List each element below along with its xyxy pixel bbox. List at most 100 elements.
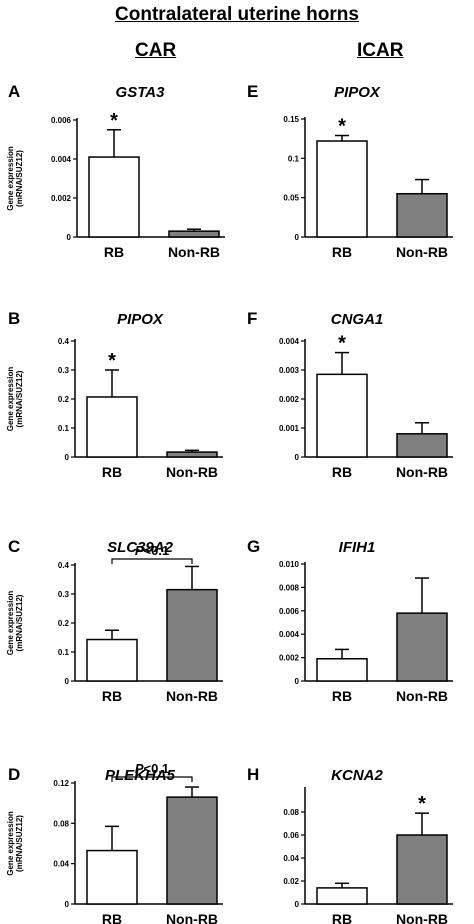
panel-d-bracket	[111, 776, 193, 782]
panel-d-ytick-label: 0.04	[53, 860, 69, 869]
panel-e-ytick-label: 0.15	[283, 115, 299, 124]
panel-e-ytick-label: 0.1	[288, 154, 300, 163]
panel-g-ytick-label: 0	[295, 677, 300, 686]
panel-a-label: A	[8, 82, 20, 101]
panel-e-xtick-label: RB	[332, 244, 352, 260]
panel-h-ytick-label: 0.04	[283, 854, 299, 863]
panel-g-ytick-label: 0.004	[279, 630, 300, 639]
panel-b-gene-title: PIPOX	[117, 311, 164, 328]
panel-g-ytick-label: 0.008	[279, 583, 300, 592]
panel-g-gene-title: IFIH1	[339, 539, 376, 556]
column-title-car: CAR	[135, 40, 177, 61]
panel-d-ylabel-line1: Gene expression	[6, 811, 15, 876]
panel-e-bar-rb	[316, 140, 368, 238]
panel-b-significance-star: *	[108, 350, 116, 372]
panel-f-label: F	[247, 309, 257, 328]
panel-b-ytick-label: 0.4	[58, 337, 70, 346]
panel-f-bar-non-rb	[396, 433, 448, 458]
panel-d-bar-non-rb	[166, 796, 218, 905]
panel-g-xtick-label: RB	[332, 688, 352, 704]
panel-a-ytick-label: 0.002	[51, 194, 72, 203]
panel-f-significance-star: *	[338, 333, 346, 355]
panel-a-ylabel-line2: (mRNA/SUZ12)	[15, 150, 24, 207]
panel-d-ylabel-line2: (mRNA/SUZ12)	[15, 815, 24, 872]
panel-c-bar-non-rb	[166, 588, 218, 682]
panel-f-xtick-label: RB	[332, 464, 352, 480]
panel-c-ytick-label: 0.4	[58, 561, 70, 570]
panel-h-gene-title: KCNA2	[331, 767, 383, 784]
panel-b-ytick-label: 0	[65, 453, 70, 462]
panel-d-label: D	[8, 765, 20, 784]
panel-e-bar-non-rb	[396, 192, 448, 238]
panel-c-bar-rb	[86, 638, 138, 682]
panel-h-label: H	[247, 765, 259, 784]
panel-c-bracket	[111, 558, 193, 564]
panel-a-ytick-label: 0.006	[51, 116, 72, 125]
panel-f-xtick-label: Non-RB	[396, 464, 448, 480]
panel-f-ytick-label: 0.003	[279, 366, 300, 375]
panel-a-ytick-label: 0.004	[51, 155, 72, 164]
panel-c-ylabel-line2: (mRNA/SUZ12)	[15, 594, 24, 651]
panel-a-xtick-label: Non-RB	[168, 244, 220, 260]
panel-d-ytick-label: 0.12	[53, 779, 69, 788]
panel-h-bar-non-rb	[396, 834, 448, 905]
panel-c-label: C	[8, 537, 20, 556]
panel-a-bar-rb	[88, 156, 140, 238]
panel-b-xtick-label: Non-RB	[166, 464, 218, 480]
panel-e-gene-title: PIPOX	[334, 84, 381, 101]
panel-c-ytick-label: 0.3	[58, 590, 70, 599]
panel-g-bar-non-rb	[396, 612, 448, 682]
panel-a-xtick-label: RB	[104, 244, 124, 260]
panel-d-ytick-label: 0	[65, 900, 70, 909]
panel-c-ytick-label: 0	[65, 677, 70, 686]
figure-title: Contralateral uterine horns	[115, 4, 359, 25]
panel-c-xtick-label: RB	[102, 688, 122, 704]
panel-c-ytick-label: 0.2	[58, 619, 70, 628]
panel-d-ytick-label: 0.08	[53, 819, 69, 828]
panel-b-ytick-label: 0.3	[58, 366, 70, 375]
panel-f-ytick-label: 0	[295, 453, 300, 462]
panel-a-bar-non-rb	[168, 230, 220, 238]
panel-h-xtick-label: Non-RB	[396, 911, 448, 924]
panel-b-xtick-label: RB	[102, 464, 122, 480]
panel-a-ylabel-line1: Gene expression	[6, 146, 15, 211]
panel-h-ytick-label: 0	[295, 900, 300, 909]
panel-f-ytick-label: 0.004	[279, 337, 300, 346]
panel-g-xtick-label: Non-RB	[396, 688, 448, 704]
panel-d-bar-rb	[86, 849, 138, 905]
panel-b-ytick-label: 0.2	[58, 395, 70, 404]
panel-e-label: E	[247, 82, 258, 101]
panel-e-ytick-label: 0	[295, 233, 300, 242]
panel-h-significance-star: *	[418, 793, 426, 815]
panel-c-xtick-label: Non-RB	[166, 688, 218, 704]
panel-b-label: B	[8, 309, 20, 328]
panel-f-gene-title: CNGA1	[331, 311, 384, 328]
panel-d-gene-title: PLEKHA5	[105, 767, 176, 784]
panel-g-ytick-label: 0.010	[279, 560, 300, 569]
panel-h-ytick-label: 0.08	[283, 808, 299, 817]
panel-e-significance-star: *	[338, 116, 346, 138]
panel-f-ytick-label: 0.001	[279, 424, 300, 433]
panel-g-ytick-label: 0.002	[279, 654, 300, 663]
panel-d-xtick-label: Non-RB	[166, 911, 218, 924]
panel-b-ylabel-line1: Gene expression	[6, 367, 15, 432]
panel-a-ytick-label: 0	[67, 233, 72, 242]
panel-b-ytick-label: 0.1	[58, 424, 70, 433]
panel-e-ytick-label: 0.05	[283, 194, 299, 203]
panel-h-xtick-label: RB	[332, 911, 352, 924]
panel-b-bar-rb	[86, 396, 138, 458]
panel-h-ytick-label: 0.02	[283, 877, 299, 886]
panel-c-pvalue: P<0.1	[135, 543, 169, 558]
panel-b-ylabel-line2: (mRNA/SUZ12)	[15, 370, 24, 427]
panel-a-significance-star: *	[110, 110, 118, 132]
panel-e-xtick-label: Non-RB	[396, 244, 448, 260]
panel-f-bar-rb	[316, 373, 368, 458]
panel-a-gene-title: GSTA3	[116, 84, 166, 101]
panel-g-label: G	[247, 537, 260, 556]
panel-f-ytick-label: 0.002	[279, 395, 300, 404]
panel-h-bar-rb	[316, 887, 368, 905]
column-title-icar: ICAR	[357, 40, 404, 61]
panel-g-bar-rb	[316, 658, 368, 682]
panel-b-bar-non-rb	[166, 451, 218, 458]
